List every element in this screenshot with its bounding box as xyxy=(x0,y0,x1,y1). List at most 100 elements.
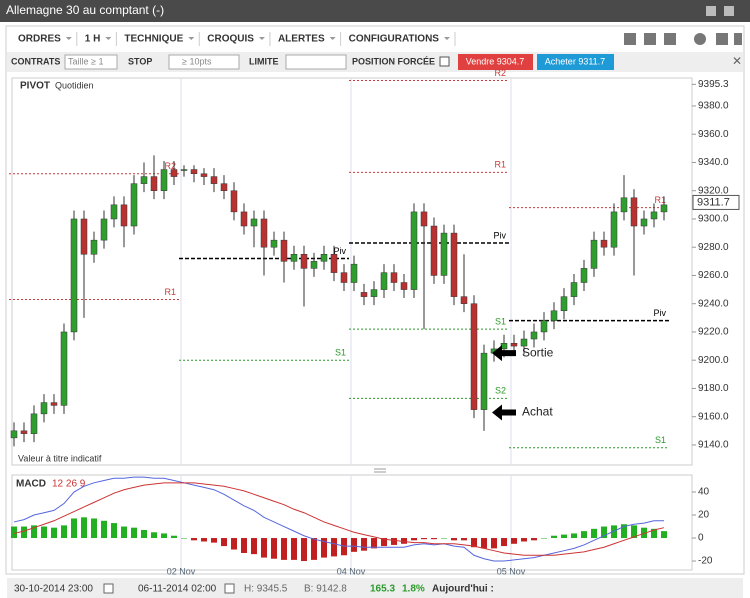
candle-body xyxy=(270,239,278,248)
calendar-icon[interactable] xyxy=(103,583,114,594)
icon[interactable] xyxy=(734,33,742,45)
candle-body xyxy=(240,211,248,227)
y-tick-label: 9380.0 xyxy=(698,101,729,112)
candle-body xyxy=(340,272,348,283)
close-button[interactable] xyxy=(724,6,734,16)
stop-input-text: ≥ 10pts xyxy=(182,56,212,66)
histogram-bar xyxy=(31,525,37,539)
icon[interactable] xyxy=(716,33,728,45)
histogram-bar xyxy=(301,538,307,562)
menu-item[interactable]: CONFIGURATIONS xyxy=(349,34,440,45)
chart-title: PIVOT xyxy=(20,81,50,92)
candle-body xyxy=(210,176,218,184)
histogram-bar xyxy=(381,538,387,547)
icon[interactable] xyxy=(664,33,676,45)
icon[interactable] xyxy=(694,33,706,45)
candle-body xyxy=(620,197,628,213)
candle-body xyxy=(290,254,298,262)
histogram-bar xyxy=(251,538,257,555)
candle-body xyxy=(540,320,548,333)
menu-item[interactable]: CROQUIS xyxy=(207,34,254,45)
menu-item[interactable]: 1 H xyxy=(85,34,101,45)
icon[interactable] xyxy=(624,33,636,45)
histogram-bar xyxy=(361,538,367,551)
macd-title: MACD xyxy=(16,479,46,490)
histogram-bar xyxy=(161,533,167,539)
stop-label: STOP xyxy=(128,56,152,66)
contracts-input[interactable] xyxy=(64,54,118,70)
candle-body xyxy=(400,282,408,290)
candle-body xyxy=(630,197,638,227)
stop-input[interactable] xyxy=(168,54,240,70)
candle-body xyxy=(520,338,528,347)
histogram-bar xyxy=(321,538,327,558)
histogram-bar xyxy=(511,538,517,544)
histogram-bar xyxy=(351,538,357,552)
y-tick-label: 9340.0 xyxy=(698,157,729,168)
histogram-bar xyxy=(141,529,147,539)
histogram-bar xyxy=(131,527,137,539)
pivot-label: S2 xyxy=(495,386,506,396)
y-tick-label: 9220.0 xyxy=(698,327,729,338)
y-tick-label: 9360.0 xyxy=(698,129,729,140)
candle-body xyxy=(140,176,148,184)
menu-item[interactable]: ORDRES xyxy=(18,34,61,45)
candle-body xyxy=(380,272,388,290)
calendar-icon[interactable] xyxy=(224,583,235,594)
histogram-bar xyxy=(71,518,77,539)
icon[interactable] xyxy=(644,33,656,45)
restore-button[interactable] xyxy=(706,6,716,16)
candle-body xyxy=(50,402,58,406)
candle-body xyxy=(130,183,138,227)
status-change-pct: 1.8% xyxy=(402,584,425,595)
y-tick-label: 9180.0 xyxy=(698,383,729,394)
histogram-bar xyxy=(541,538,547,539)
menu-item[interactable]: TECHNIQUE xyxy=(124,34,183,45)
annotation-arrow xyxy=(492,345,516,362)
candle-body xyxy=(40,402,48,415)
title-bar xyxy=(0,0,750,22)
candle-body xyxy=(430,225,438,276)
status-change: 165.3 xyxy=(370,584,395,595)
chart-subtitle: Quotidien xyxy=(55,80,94,90)
histogram-bar xyxy=(51,527,57,539)
histogram-bar xyxy=(631,525,637,539)
histogram-bar xyxy=(11,526,17,539)
histogram-bar xyxy=(391,538,397,545)
candle-body xyxy=(260,218,268,248)
candle-body xyxy=(230,190,238,213)
candle-body xyxy=(440,232,448,276)
histogram-bar xyxy=(501,538,507,547)
sell-button[interactable] xyxy=(458,54,533,70)
limit-input[interactable] xyxy=(285,54,347,70)
menu-item[interactable]: ALERTES xyxy=(278,34,325,45)
candle-body xyxy=(660,204,668,213)
histogram-bar xyxy=(641,527,647,539)
window-buttons[interactable] xyxy=(706,6,734,16)
pivot-label: S1 xyxy=(335,348,346,358)
close-order-bar[interactable]: ✕ xyxy=(732,54,742,68)
histogram-bar xyxy=(261,538,267,558)
histogram-bar xyxy=(311,538,317,560)
forced-label: POSITION FORCÉE xyxy=(352,56,435,66)
buy-button[interactable] xyxy=(537,54,614,70)
candle-body xyxy=(80,218,88,255)
forced-checkbox[interactable] xyxy=(439,56,450,67)
y-tick-label: 0 xyxy=(698,533,704,544)
candle-body xyxy=(460,296,468,304)
candle-body xyxy=(150,176,158,191)
candle-body xyxy=(370,289,378,297)
pivot-label: R1 xyxy=(164,287,176,297)
histogram-bar xyxy=(601,526,607,539)
menu-caret xyxy=(258,37,265,40)
annotation-text: Sortie xyxy=(522,345,554,359)
histogram-bar xyxy=(401,538,407,544)
pivot-label: R1 xyxy=(654,195,666,205)
histogram-bar xyxy=(201,538,207,542)
histogram-bar xyxy=(151,532,157,539)
y-tick-label: 40 xyxy=(698,487,710,498)
buy-button-text: Acheter 9311.7 xyxy=(545,56,605,66)
histogram-bar xyxy=(41,526,47,539)
histogram-bar xyxy=(591,528,597,539)
